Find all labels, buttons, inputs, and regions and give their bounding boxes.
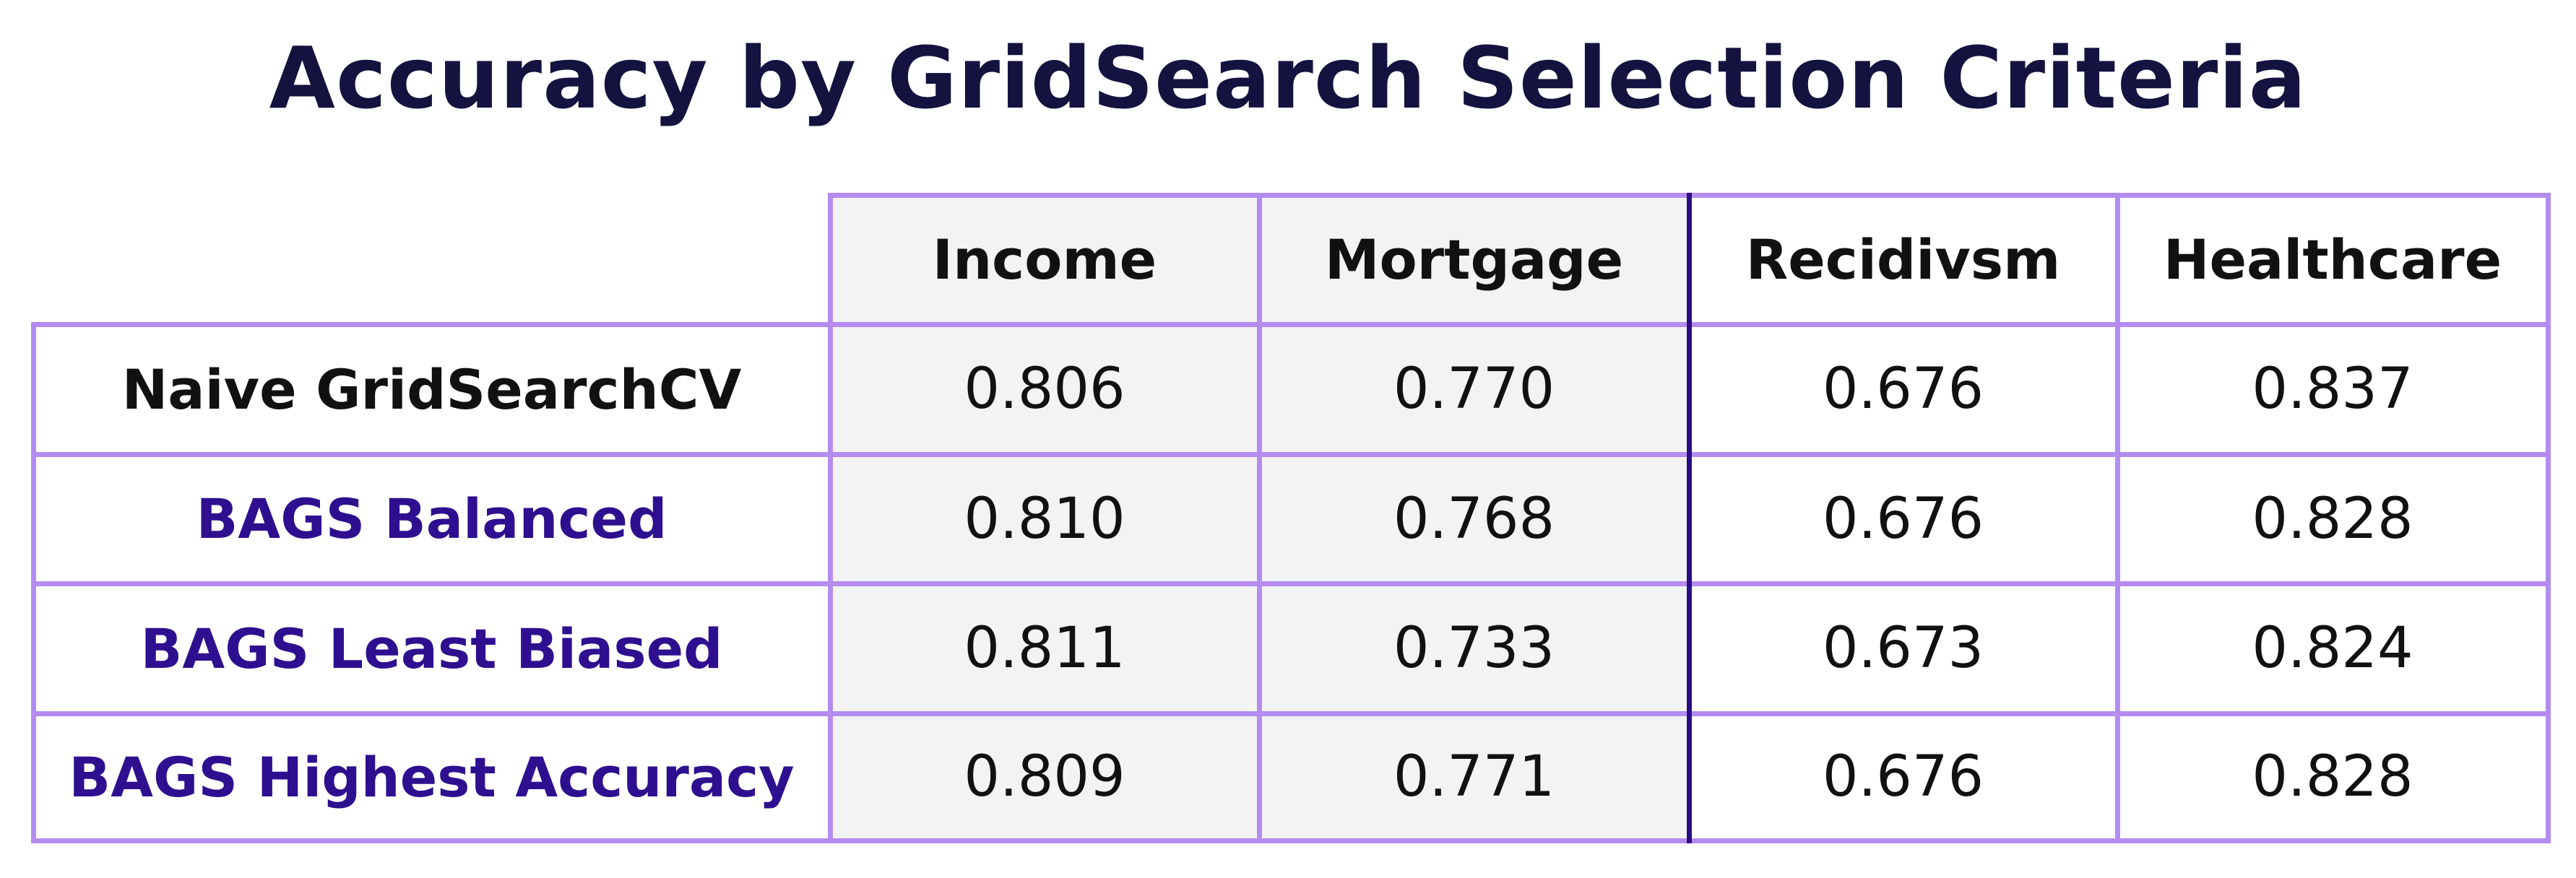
value-cell: 0.806 <box>964 357 1125 422</box>
value-cell: 0.810 <box>964 486 1125 552</box>
column-divider <box>1686 192 1692 843</box>
grid-line-horizontal <box>30 710 2551 716</box>
value-cell: 0.676 <box>1822 357 1984 422</box>
grid-line-vertical <box>30 321 36 843</box>
grid-line-vertical <box>1256 192 1262 843</box>
column-header-recidivsm: Recidivsm <box>1745 227 2061 292</box>
row-label: BAGS Least Biased <box>140 616 723 681</box>
row-label: Naive GridSearchCV <box>121 357 742 422</box>
grid-line-horizontal <box>30 451 2551 457</box>
table-title: Accuracy by GridSearch Selection Criteri… <box>269 28 2307 128</box>
value-cell: 0.828 <box>2252 744 2413 809</box>
value-cell: 0.809 <box>964 744 1125 809</box>
shaded-column-income <box>830 195 1259 840</box>
column-header-healthcare: Healthcare <box>2163 227 2502 292</box>
value-cell: 0.771 <box>1393 744 1555 809</box>
row-label: BAGS Highest Accuracy <box>69 744 795 809</box>
value-cell: 0.811 <box>964 616 1125 681</box>
value-cell: 0.676 <box>1822 486 1984 552</box>
row-label: BAGS Balanced <box>196 487 667 551</box>
grid-line-vertical <box>827 192 833 843</box>
value-cell: 0.768 <box>1393 486 1555 552</box>
value-cell: 0.828 <box>2252 486 2413 552</box>
column-header-mortgage: Mortgage <box>1324 227 1624 292</box>
value-cell: 0.824 <box>2252 616 2413 681</box>
grid-line-horizontal <box>30 321 2551 327</box>
column-header-income: Income <box>932 227 1157 292</box>
grid-line-vertical <box>2545 192 2551 843</box>
grid-line-vertical <box>2114 192 2120 843</box>
value-cell: 0.733 <box>1393 616 1555 681</box>
value-cell: 0.673 <box>1822 616 1984 681</box>
shaded-column-mortgage <box>1259 195 1689 840</box>
value-cell: 0.676 <box>1822 744 1984 809</box>
grid-line-horizontal <box>30 581 2551 586</box>
value-cell: 0.837 <box>2252 357 2413 422</box>
value-cell: 0.770 <box>1393 357 1555 422</box>
grid-line-horizontal <box>30 838 2551 843</box>
